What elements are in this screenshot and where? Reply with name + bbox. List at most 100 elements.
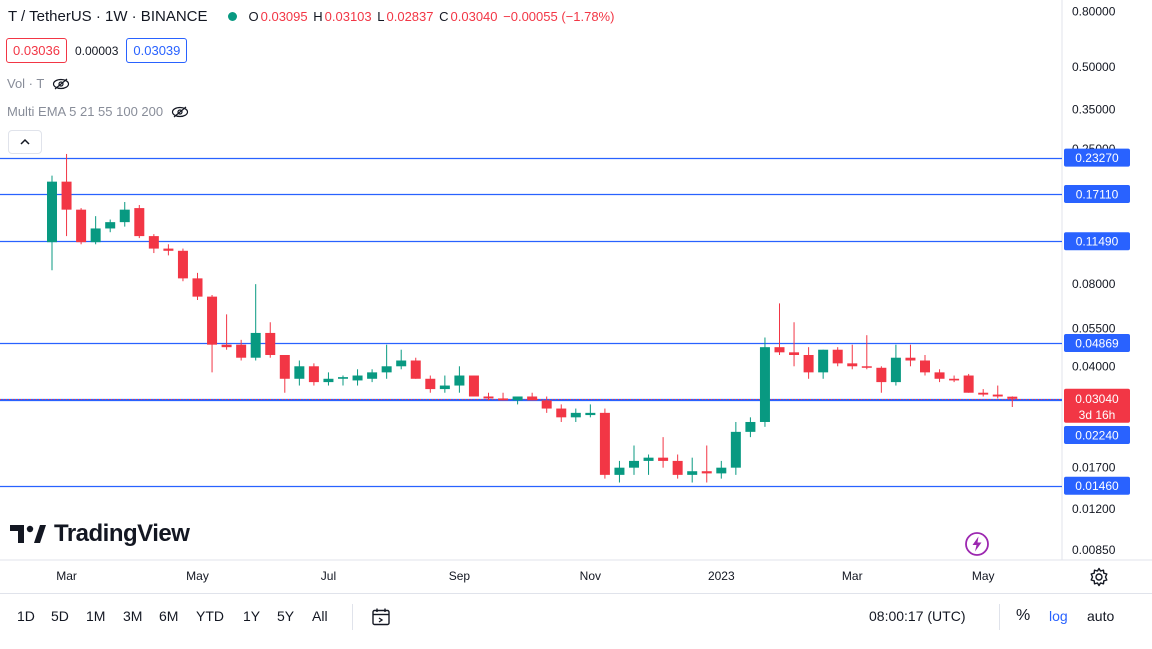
candle-body[interactable] [483,396,494,399]
price-level-tag[interactable] [1064,185,1130,204]
price-level-tag[interactable] [1064,333,1130,352]
candle-body[interactable] [716,467,727,474]
candle-body[interactable] [148,236,159,249]
candle-body[interactable] [876,367,887,383]
candle-body[interactable] [90,228,101,243]
candle-body[interactable] [570,412,581,418]
candle-body[interactable] [658,457,669,461]
candle-body[interactable] [527,396,538,401]
candle-body[interactable] [439,385,450,390]
timeframe-6m[interactable]: 6M [159,608,179,624]
candle-body[interactable] [468,375,479,397]
candle-body[interactable] [396,360,407,367]
candle-body[interactable] [890,357,901,383]
candle-body[interactable] [672,460,683,475]
candle-body[interactable] [1007,396,1018,399]
candle-body[interactable] [454,375,465,386]
candle-body[interactable] [425,378,436,390]
candle-body[interactable] [629,460,639,468]
timeframe-5d[interactable]: 5D [51,608,69,624]
candle-body[interactable] [920,360,930,373]
timeframe-5y[interactable]: 5Y [277,608,295,624]
timeframe-all[interactable]: All [312,608,328,624]
candle-body[interactable] [61,181,72,210]
candle-body[interactable] [847,363,858,367]
candle-body[interactable] [163,248,174,251]
calendar-range-icon[interactable] [371,607,391,627]
timeframe-1m[interactable]: 1M [86,608,106,624]
tradingview-logo[interactable]: TradingView [10,520,190,548]
timeframe-3m[interactable]: 3M [123,608,143,624]
price-chart[interactable]: 0.800000.500000.350000.250000.170000.080… [0,0,1152,593]
symbol-title[interactable]: T / TetherUS · 1W · BINANCE [8,8,208,25]
candle-body[interactable] [759,347,770,422]
candle-body[interactable] [934,372,945,379]
candle-body[interactable] [236,344,247,358]
candle-body[interactable] [250,332,261,358]
eye-hidden-icon[interactable] [171,106,189,118]
candle-body[interactable] [643,457,654,461]
candle-body[interactable] [774,347,785,353]
candle-body[interactable] [221,344,232,348]
candle-body[interactable] [105,222,116,229]
candle-body[interactable] [730,431,741,468]
candle-body[interactable] [556,408,567,418]
timeframe-ytd[interactable]: YTD [196,608,224,624]
candle-body[interactable] [541,400,552,409]
candle-body[interactable] [963,375,974,393]
candle-body[interactable] [818,349,829,373]
sell-button[interactable]: 0.03036 [6,38,67,63]
gear-icon[interactable] [1089,567,1109,587]
candle-body[interactable] [279,354,290,379]
candle-body[interactable] [905,357,916,361]
candle-body[interactable] [338,377,348,379]
candle-body[interactable] [367,372,378,379]
candle-body[interactable] [512,396,523,401]
candle-body[interactable] [832,349,843,364]
candle-body[interactable] [207,296,218,345]
candle-body[interactable] [978,392,989,395]
auto-scale-toggle[interactable]: auto [1087,608,1115,624]
price-level-tag[interactable] [1064,148,1130,167]
price-level-tag[interactable] [1064,476,1130,495]
eye-hidden-icon[interactable] [52,78,70,90]
candle-body[interactable] [294,366,305,379]
timeframe-1y[interactable]: 1Y [243,608,261,624]
candle-body[interactable] [701,471,712,474]
timeframe-1d[interactable]: 1D [17,608,35,624]
candle-body[interactable] [177,250,188,279]
price-level-tag[interactable] [1064,232,1130,251]
collapse-legend-button[interactable] [8,130,42,154]
candle-body[interactable] [745,421,756,432]
candle-body[interactable] [949,378,960,381]
last-price-tag[interactable] [1064,388,1130,423]
volume-indicator[interactable]: Vol · T [7,76,70,91]
candle-body[interactable] [789,352,800,355]
lightning-icon[interactable] [964,531,990,557]
candle-body[interactable] [119,209,130,223]
candle-body[interactable] [265,332,276,355]
candle-body[interactable] [308,366,319,383]
utc-clock[interactable]: 08:00:17 (UTC) [869,608,966,624]
buy-button[interactable]: 0.03039 [126,38,188,63]
candle-body[interactable] [47,181,57,243]
percent-scale-toggle[interactable]: % [1016,607,1031,624]
candle-body[interactable] [992,394,1003,397]
candle-body[interactable] [134,208,145,237]
candle-body[interactable] [585,412,596,416]
candle-body[interactable] [381,366,392,373]
candle-body[interactable] [410,360,421,379]
candle-body[interactable] [323,378,334,383]
candle-body[interactable] [687,471,698,475]
ema-indicator[interactable]: Multi EMA 5 21 55 100 200 [7,104,189,119]
candle-body[interactable] [498,398,509,401]
price-level-tag[interactable] [1064,425,1130,444]
candle-body[interactable] [76,209,87,243]
candle-body[interactable] [599,412,610,475]
candle-body[interactable] [192,278,203,297]
candle-body[interactable] [861,366,872,368]
candle-body[interactable] [803,354,814,373]
candle-body[interactable] [352,375,363,381]
log-scale-toggle[interactable]: log [1049,608,1068,624]
candle-body[interactable] [614,467,625,475]
